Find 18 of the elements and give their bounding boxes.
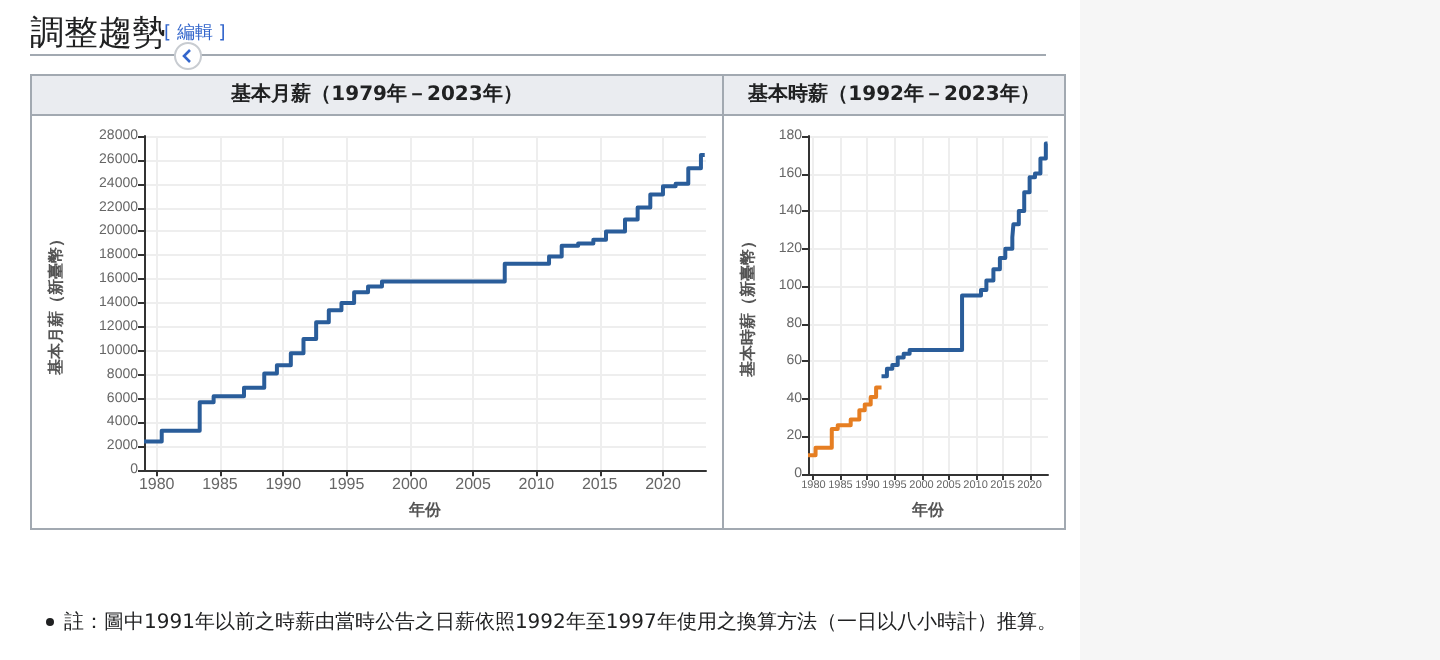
x-axis-title: 年份 [910,501,946,519]
x-axis-title: 年份 [407,501,443,519]
x-tick-label: 1995 [328,475,366,494]
x-tick-label: 1980 [138,475,176,494]
x-tick-label: 2020 [645,475,682,494]
x-tick-label: 2010 [518,475,556,494]
chart-title: 基本月薪（1979年－2023年） [32,76,722,116]
x-tick-label: 1985 [202,475,239,494]
text: 註：圖中1991年以前之時薪由當時公告之日薪依照1992年至1997年使用之換算方法（一日以八小時計）推算。 [64,609,1057,636]
y-axis-title: 基本時薪（新臺幣） [737,233,757,379]
x-tick-label: 2005 [455,475,492,494]
y-axis-title: 基本月薪（新臺幣） [45,231,65,378]
x-tick-label: 2000 [392,475,429,494]
x-tick-label: 2015 [581,475,619,494]
text: 調整趨勢 [30,12,166,56]
x-tick-label: 1990 [265,475,303,494]
chart-title: 基本時薪（1992年－2023年） [724,76,1064,116]
text: [ 編輯 ] [164,23,226,44]
